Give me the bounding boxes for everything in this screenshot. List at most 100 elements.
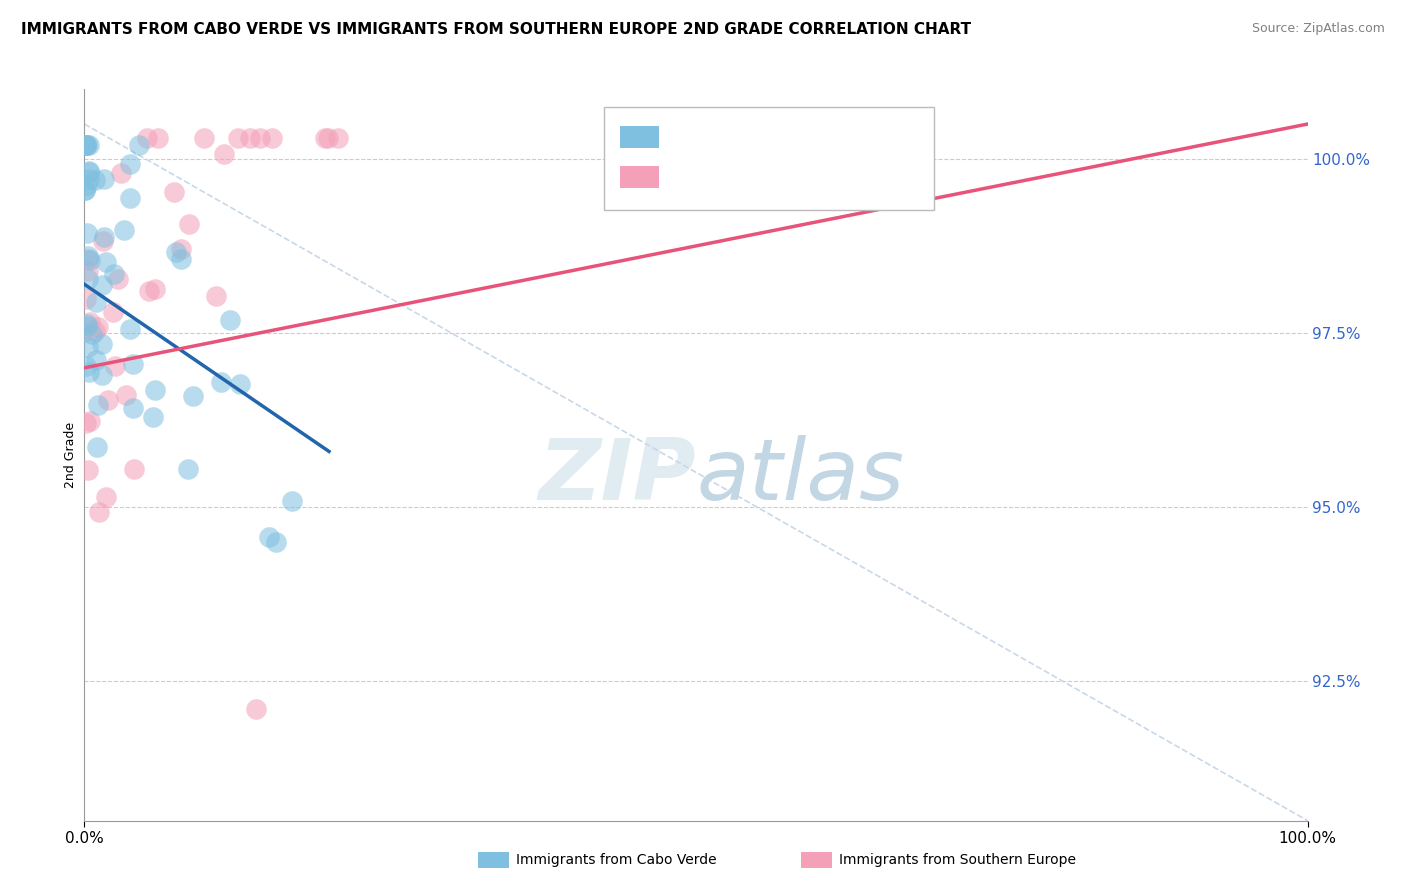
Point	[245, 702, 267, 716]
Text: N =: N =	[824, 128, 862, 145]
Point	[122, 462, 145, 476]
Point	[75, 416, 97, 430]
Text: 38: 38	[886, 168, 908, 186]
Point	[141, 410, 163, 425]
Point	[115, 388, 138, 402]
Point	[75, 137, 97, 152]
Point	[91, 234, 114, 248]
Point	[107, 272, 129, 286]
Point	[209, 375, 232, 389]
Point	[93, 172, 115, 186]
Point	[96, 490, 118, 504]
Point	[146, 131, 169, 145]
Point	[77, 164, 100, 178]
Point	[77, 252, 100, 267]
Point	[73, 183, 96, 197]
Point	[181, 389, 204, 403]
Point	[281, 493, 304, 508]
Point	[86, 353, 108, 368]
Text: ZIP: ZIP	[538, 435, 696, 518]
Point	[91, 368, 114, 382]
Point	[83, 173, 105, 187]
Point	[193, 131, 215, 145]
Point	[260, 131, 283, 145]
Point	[229, 377, 252, 392]
Point	[76, 462, 98, 476]
Point	[314, 131, 336, 145]
Point	[90, 336, 112, 351]
Point	[76, 264, 98, 278]
Point	[93, 230, 115, 244]
Point	[239, 131, 262, 145]
Point	[76, 178, 98, 192]
Point	[136, 131, 159, 145]
Point	[79, 253, 101, 268]
Point	[103, 267, 125, 281]
Point	[73, 325, 96, 339]
Point	[76, 226, 98, 240]
Point	[79, 315, 101, 329]
Point	[128, 137, 150, 152]
Text: atlas: atlas	[696, 435, 904, 518]
Point	[82, 327, 104, 342]
Point	[101, 305, 124, 319]
Point	[77, 365, 100, 379]
Point	[87, 319, 110, 334]
FancyBboxPatch shape	[605, 108, 935, 210]
Point	[75, 292, 97, 306]
Point	[87, 398, 110, 412]
Y-axis label: 2nd Grade: 2nd Grade	[65, 422, 77, 488]
Point	[76, 318, 98, 333]
Point	[104, 359, 127, 373]
Text: -0.283: -0.283	[738, 128, 799, 145]
Bar	[620, 166, 659, 188]
Point	[77, 172, 100, 186]
Text: R =: R =	[669, 128, 704, 145]
Point	[170, 252, 193, 267]
Point	[97, 393, 120, 408]
Point	[76, 317, 98, 331]
Text: 0.375: 0.375	[738, 168, 797, 186]
Text: R =: R =	[669, 168, 704, 186]
Point	[76, 137, 98, 152]
Point	[76, 249, 98, 263]
Point	[76, 340, 98, 354]
Point	[226, 131, 249, 145]
Point	[163, 185, 186, 199]
Point	[122, 357, 145, 371]
Text: Immigrants from Southern Europe: Immigrants from Southern Europe	[839, 853, 1077, 867]
Point	[177, 462, 200, 476]
Point	[75, 359, 97, 373]
Point	[138, 284, 160, 298]
Point	[264, 535, 287, 549]
Text: Source: ZipAtlas.com: Source: ZipAtlas.com	[1251, 22, 1385, 36]
Bar	[620, 126, 659, 148]
Point	[118, 322, 141, 336]
Point	[91, 278, 114, 293]
Point	[122, 401, 145, 415]
Point	[84, 294, 107, 309]
Text: N =: N =	[824, 168, 862, 186]
Point	[165, 245, 187, 260]
Point	[316, 131, 339, 145]
Point	[86, 440, 108, 454]
Point	[219, 312, 242, 326]
Point	[143, 281, 166, 295]
Point	[170, 242, 193, 256]
Point	[118, 191, 141, 205]
Point	[118, 157, 141, 171]
Point	[77, 164, 100, 178]
Point	[112, 222, 135, 236]
Point	[259, 530, 281, 544]
Point	[143, 383, 166, 397]
Text: 52: 52	[886, 128, 908, 145]
Point	[84, 324, 107, 338]
Point	[75, 183, 97, 197]
Point	[212, 147, 235, 161]
Point	[204, 289, 226, 303]
Point	[110, 166, 132, 180]
Point	[249, 131, 271, 145]
Point	[75, 137, 97, 152]
Point	[89, 505, 111, 519]
Text: Immigrants from Cabo Verde: Immigrants from Cabo Verde	[516, 853, 717, 867]
